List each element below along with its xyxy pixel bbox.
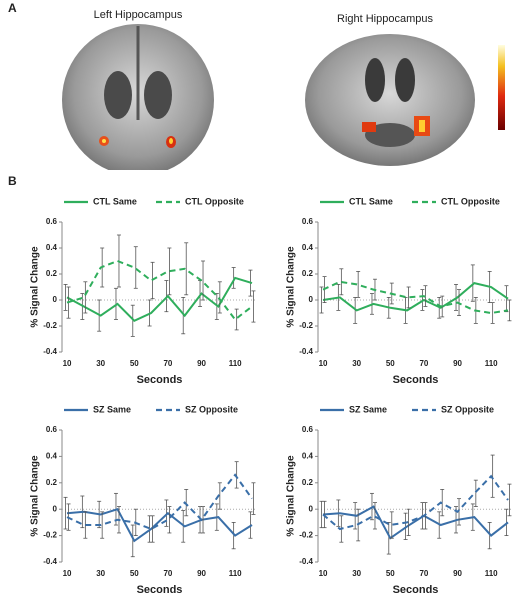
x-tick-label: 30 (352, 359, 361, 368)
y-tick-label: -0.4 (43, 347, 57, 356)
y-tick-label: 0.6 (46, 217, 58, 226)
legend-label: SZ Same (93, 404, 131, 414)
series-line (322, 505, 509, 540)
x-axis-label: Seconds (393, 374, 439, 386)
y-tick-label: -0.4 (43, 557, 57, 566)
x-tick-label: 90 (197, 359, 206, 368)
x-tick-label: 10 (63, 359, 72, 368)
y-axis-label: % Signal Change (30, 455, 41, 537)
x-tick-label: 90 (453, 359, 462, 368)
legend-label: CTL Opposite (441, 196, 500, 206)
y-tick-label: 0.2 (46, 269, 58, 278)
x-tick-label: 90 (197, 569, 206, 578)
y-tick-label: -0.2 (43, 531, 57, 540)
x-axis-label: Seconds (137, 584, 183, 596)
x-tick-label: 50 (386, 359, 395, 368)
y-tick-label: 0.4 (46, 243, 58, 252)
panel-label: A (8, 1, 17, 15)
x-tick-label: 70 (419, 359, 428, 368)
series-line (66, 507, 253, 543)
y-tick-label: 0 (309, 295, 314, 304)
y-tick-label: -0.4 (299, 557, 313, 566)
x-axis-label: Seconds (393, 584, 439, 596)
x-tick-label: 70 (163, 359, 172, 368)
x-tick-label: 70 (419, 569, 428, 578)
x-tick-label: 30 (96, 359, 105, 368)
y-axis-label: % Signal Change (286, 246, 297, 328)
y-tick-label: -0.2 (299, 321, 313, 330)
legend-label: SZ Same (349, 404, 387, 414)
brain-image (62, 24, 214, 178)
y-tick-label: 0.4 (46, 452, 58, 461)
legend-label: CTL Same (349, 196, 393, 206)
y-tick-label: 0.2 (302, 478, 314, 487)
y-tick-label: 0.6 (46, 425, 58, 434)
x-tick-label: 110 (485, 569, 498, 578)
y-tick-label: 0.6 (302, 217, 314, 226)
brain-image (305, 34, 475, 166)
x-tick-label: 50 (130, 359, 139, 368)
x-tick-label: 50 (130, 569, 139, 578)
y-tick-label: 0 (53, 295, 58, 304)
y-tick-label: 0.4 (302, 243, 314, 252)
y-tick-label: 0 (53, 504, 58, 513)
x-tick-label: 30 (352, 569, 361, 578)
x-tick-label: 50 (386, 569, 395, 578)
legend-label: CTL Opposite (185, 196, 244, 206)
y-tick-label: 0 (309, 504, 314, 513)
series-line (322, 282, 509, 312)
x-tick-label: 70 (163, 569, 172, 578)
colorbar (498, 45, 505, 130)
series-line (322, 474, 509, 531)
x-axis-label: Seconds (137, 374, 183, 386)
x-tick-label: 110 (485, 359, 498, 368)
panel-label: B (8, 174, 17, 188)
legend-label: SZ Opposite (441, 404, 494, 414)
x-tick-label: 90 (453, 569, 462, 578)
x-tick-label: 10 (319, 359, 328, 368)
y-tick-label: 0.2 (302, 269, 314, 278)
y-axis-label: % Signal Change (286, 455, 297, 537)
brain-title: Right Hippocampus (337, 13, 433, 25)
x-tick-label: 110 (229, 359, 242, 368)
y-tick-label: -0.2 (299, 531, 313, 540)
legend-label: SZ Opposite (185, 404, 238, 414)
x-tick-label: 10 (63, 569, 72, 578)
x-tick-label: 30 (96, 569, 105, 578)
y-axis-label: % Signal Change (30, 246, 41, 328)
x-tick-label: 110 (229, 569, 242, 578)
y-tick-label: -0.2 (43, 321, 57, 330)
y-tick-label: 0.6 (302, 425, 314, 434)
series-line (66, 276, 253, 323)
legend-label: CTL Same (93, 196, 137, 206)
brain-title: Left Hippocampus (94, 9, 183, 21)
y-tick-label: -0.4 (299, 347, 313, 356)
series-line (66, 259, 253, 321)
x-tick-label: 10 (319, 569, 328, 578)
y-tick-label: 0.4 (302, 452, 314, 461)
y-tick-label: 0.2 (46, 478, 58, 487)
series-line (66, 473, 253, 531)
series-line (322, 280, 509, 315)
